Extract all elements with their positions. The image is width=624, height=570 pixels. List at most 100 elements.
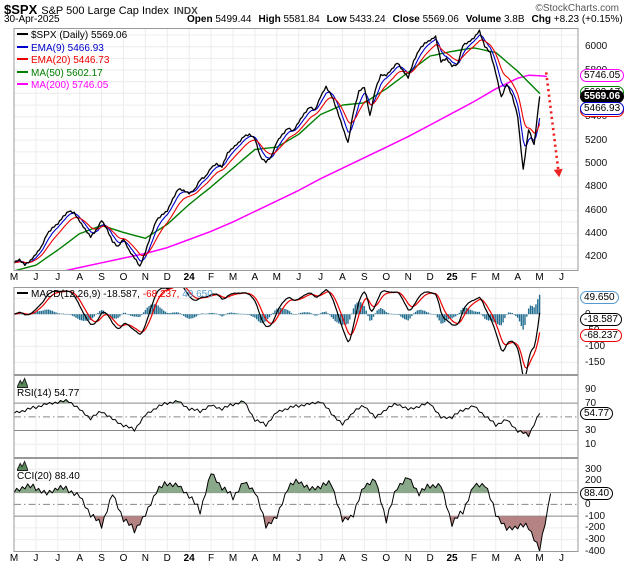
month-tick-label: M <box>535 272 544 283</box>
month-tick-label: F <box>208 553 215 564</box>
area-indicator-icon <box>17 377 28 388</box>
month-tick-label: J <box>55 553 61 564</box>
y-axis-tick-label: 90 <box>585 383 597 395</box>
chart-header-line1: $SPX S&P 500 Large Cap Index INDX <box>4 1 198 17</box>
legend-dash <box>17 70 28 73</box>
price-chart-svg <box>13 28 579 271</box>
month-tick-label: J <box>33 553 39 564</box>
price-callout: -18.587 <box>580 313 622 327</box>
y-axis-tick-label: 4400 <box>585 228 608 240</box>
month-tick-label: D <box>426 553 434 564</box>
close-field: Close 5569.06 <box>392 14 459 25</box>
y-axis-tick-label: 200 <box>585 475 602 487</box>
price-legend: $SPX (Daily) 5569.06 EMA(9) 5466.93 EMA(… <box>17 30 127 93</box>
month-tick-label: N <box>141 272 150 283</box>
price-callout: 5746.05 <box>580 69 624 83</box>
month-tick-label: O <box>119 272 128 283</box>
month-tick-label: M <box>535 553 544 564</box>
y-axis-tick-label: 10 <box>585 438 597 450</box>
month-tick-label: M <box>9 553 19 564</box>
month-tick-label: N <box>141 553 150 564</box>
month-tick-label: 24 <box>183 553 195 564</box>
month-tick-label: D <box>163 553 171 564</box>
chart-date: 30-Apr-2025 <box>4 14 60 25</box>
y-axis-tick-label: -200 <box>585 522 606 534</box>
y-axis-tick-label: -300 <box>585 534 606 546</box>
month-tick-label: D <box>426 272 434 283</box>
legend-ma200: MA(200) 5746.05 <box>17 80 127 93</box>
month-tick-label: A <box>76 553 84 564</box>
month-tick-label: S <box>361 553 368 564</box>
y-axis-tick-label: 0 <box>585 498 591 510</box>
exchange-label: INDX <box>173 6 198 17</box>
month-tick-label: J <box>33 272 39 283</box>
index-name: S&P 500 Large Cap Index <box>41 5 169 17</box>
cci-panel: CCI(20) 88.40 <box>0 458 624 552</box>
y-axis-tick-label: 6000 <box>585 41 608 53</box>
legend-dash <box>17 45 28 48</box>
month-tick-label: M <box>272 553 281 564</box>
month-tick-label: 24 <box>183 272 195 283</box>
macd-legend-name: MACD(12,26,9) <box>31 289 101 300</box>
macd-value: -18.587, <box>103 289 140 300</box>
month-tick-label: A <box>339 553 346 564</box>
high-field: High 5581.84 <box>258 14 320 25</box>
month-tick-label: O <box>119 553 128 564</box>
y-axis-tick-label: 30 <box>585 425 597 437</box>
month-tick-label: N <box>404 272 412 283</box>
stockcharts-credit: ©StockCharts.com <box>535 3 619 14</box>
change-field: Chg +8.23 (+0.15%) ▲ <box>531 14 623 25</box>
area-indicator-icon <box>17 460 28 471</box>
legend-dash <box>17 292 28 295</box>
price-callout: 5466.93 <box>580 101 624 115</box>
month-tick-label: A <box>339 272 346 283</box>
legend-dash <box>17 33 28 36</box>
macd-hist-value: 49.650 <box>182 289 213 300</box>
month-tick-label: M <box>9 272 19 283</box>
legend-dash <box>17 58 28 61</box>
y-axis-tick-label: 4800 <box>585 181 608 193</box>
x-axis-months-mid: M J J A S O N D 24 F M A M J J A S O N D 25 F M A M J <box>0 271 624 286</box>
rsi-panel: RSI(14) 54.77 <box>0 375 624 458</box>
price-callout: 49.650 <box>580 291 619 305</box>
month-tick-label: M <box>491 272 500 283</box>
month-tick-label: A <box>514 272 522 283</box>
macd-legend: MACD(12,26,9) -18.587, -68.237, 49.650 <box>17 289 213 300</box>
price-callout: 88.40 <box>580 487 614 501</box>
legend-ema9: EMA(9) 5466.93 <box>17 43 127 56</box>
y-axis-tick-label: -400 <box>585 545 606 557</box>
ohlc-fields: Open 5499.44 High 5581.84 Low 5433.24 Cl… <box>187 14 624 25</box>
legend-spx: $SPX (Daily) 5569.06 <box>17 30 127 43</box>
month-tick-label: F <box>470 272 477 283</box>
low-field: Low 5433.24 <box>326 14 386 25</box>
month-tick-label: S <box>98 553 105 564</box>
cci-chart-svg <box>13 458 579 552</box>
macd-panel: MACD(12,26,9) -18.587, -68.237, 49.650 <box>0 287 624 375</box>
month-tick-label: S <box>98 272 105 283</box>
y-axis-tick-label: -150 <box>585 356 606 368</box>
month-tick-label: J <box>318 272 324 283</box>
month-tick-label: J <box>296 553 302 564</box>
y-axis-tick-label: 70 <box>585 397 597 409</box>
month-tick-label: F <box>208 272 215 283</box>
month-tick-label: J <box>318 553 324 564</box>
month-tick-label: A <box>251 272 259 283</box>
legend-dash <box>17 83 28 86</box>
open-field: Open 5499.44 <box>187 14 252 25</box>
month-tick-label: M <box>272 272 281 283</box>
month-tick-label: J <box>55 272 61 283</box>
legend-ema20: EMA(20) 5446.73 <box>17 55 127 68</box>
x-axis-months-bottom: M J J A S O N D 24 F M A M J J A S O N D 25 F M A M J <box>0 552 624 567</box>
y-axis-tick-label: 5200 <box>585 134 608 146</box>
rsi-legend: RSI(14) 54.77 <box>17 377 79 399</box>
month-tick-label: A <box>251 553 259 564</box>
month-tick-label: O <box>382 272 391 283</box>
volume-field: Volume 3.8B <box>465 14 525 25</box>
symbol: $SPX <box>4 2 38 17</box>
y-axis-tick-label: 4200 <box>585 251 608 263</box>
month-tick-label: 25 <box>446 553 458 564</box>
macd-chart-svg <box>13 287 579 375</box>
y-axis-tick-label: 4600 <box>585 204 608 216</box>
month-tick-label: O <box>382 553 391 564</box>
